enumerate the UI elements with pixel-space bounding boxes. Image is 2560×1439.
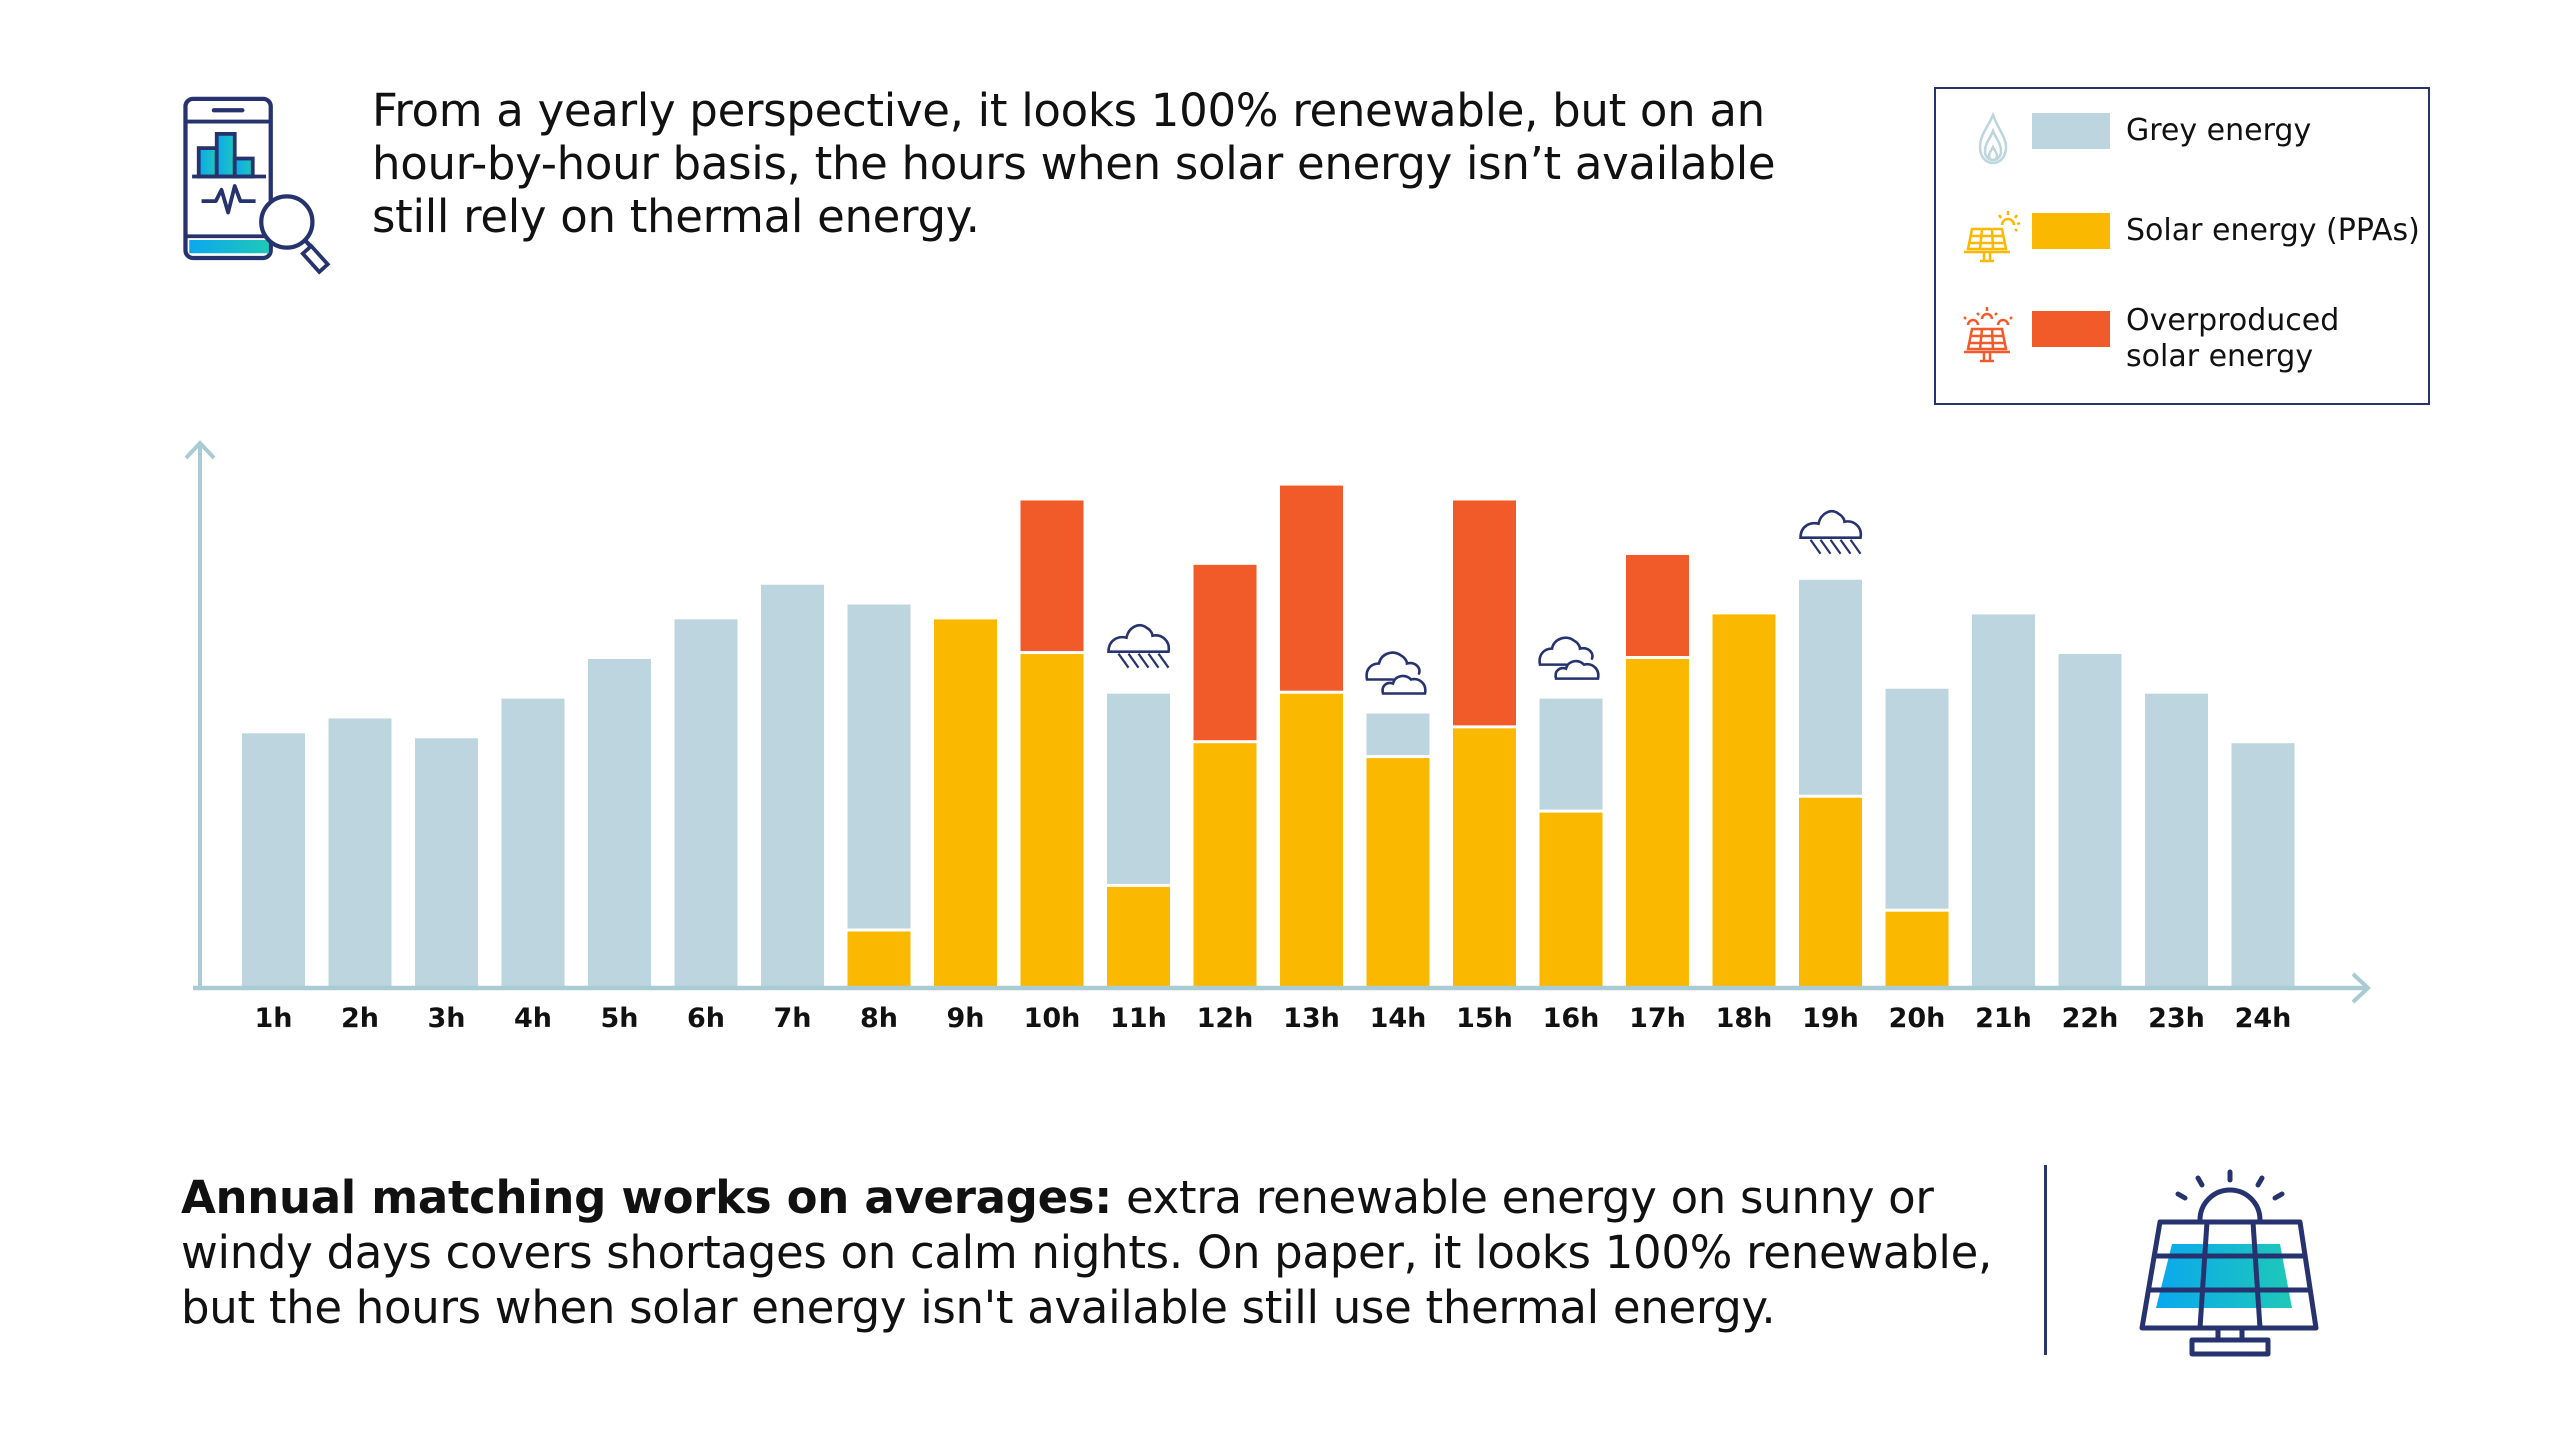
bar-solar-16h bbox=[1539, 812, 1603, 986]
x-tick-label: 14h bbox=[1370, 1003, 1427, 1034]
legend-swatch-overproduced bbox=[2032, 311, 2110, 347]
solar-panel-icon bbox=[2139, 1169, 2319, 1357]
stacked-bar-chart: 1h 2h 3h 4h 5h 6h 7h 8h 9h 10h 11h 12h 13h 14h 15h 16h 1… bbox=[184, 440, 2371, 1034]
rain-cloud-icon bbox=[1107, 624, 1171, 669]
x-tick-labels: 1h 2h 3h 4h 5h 6h 7h 8h 9h 10h 11h 12h 13h 14h 15h 16h 1… bbox=[254, 1003, 2291, 1034]
bar-grey-8h bbox=[847, 604, 911, 929]
x-tick-label: 3h bbox=[427, 1003, 465, 1034]
headline: From a yearly perspective, it looks 100%… bbox=[372, 84, 1776, 243]
bar-solar-11h bbox=[1107, 886, 1170, 986]
bottom-bold-lead: Annual matching works on averages: bbox=[181, 1171, 1112, 1224]
x-tick-label: 8h bbox=[860, 1003, 898, 1034]
x-tick-label: 12h bbox=[1197, 1003, 1254, 1034]
x-tick-label: 4h bbox=[514, 1003, 552, 1034]
bar-solar-20h bbox=[1885, 911, 1949, 986]
x-tick-label: 24h bbox=[2235, 1003, 2292, 1034]
bars-layer bbox=[242, 485, 2295, 986]
bar-grey-24h bbox=[2231, 743, 2295, 986]
bar-over-12h bbox=[1193, 564, 1257, 741]
bar-grey-20h bbox=[1885, 688, 1949, 909]
x-tick-label: 18h bbox=[1716, 1003, 1773, 1034]
bar-grey-23h bbox=[2145, 693, 2208, 986]
y-axis-arrow bbox=[184, 440, 216, 460]
weather-icons-layer bbox=[1107, 510, 1863, 695]
legend-label-solar: Solar energy (PPAs) bbox=[2126, 213, 2420, 248]
bar-grey-1h bbox=[242, 733, 305, 986]
x-tick-label: 21h bbox=[1975, 1003, 2032, 1034]
bar-solar-17h bbox=[1626, 659, 1689, 986]
bar-solar-9h bbox=[934, 619, 997, 986]
bar-grey-22h bbox=[2058, 654, 2122, 986]
x-tick-label: 6h bbox=[687, 1003, 725, 1034]
bar-grey-2h bbox=[328, 718, 392, 986]
x-tick-label: 19h bbox=[1802, 1003, 1859, 1034]
bar-solar-14h bbox=[1366, 758, 1430, 986]
x-tick-label: 16h bbox=[1543, 1003, 1600, 1034]
clouds-icon bbox=[1538, 636, 1600, 680]
phone-analytics-icon bbox=[183, 96, 331, 275]
x-tick-label: 10h bbox=[1024, 1003, 1081, 1034]
bar-grey-5h bbox=[588, 659, 651, 986]
bar-grey-16h bbox=[1539, 698, 1603, 810]
bar-over-13h bbox=[1280, 485, 1343, 691]
x-tick-label: 1h bbox=[254, 1003, 292, 1034]
rain-cloud-icon bbox=[1799, 510, 1863, 555]
clouds-icon bbox=[1365, 651, 1427, 695]
bar-grey-3h bbox=[415, 738, 478, 986]
bar-grey-11h bbox=[1107, 693, 1170, 884]
bar-grey-4h bbox=[501, 698, 565, 986]
legend-label-overproduced: Overproduced solar energy bbox=[2126, 303, 2339, 375]
bar-over-15h bbox=[1453, 500, 1516, 726]
x-tick-label: 15h bbox=[1456, 1003, 1513, 1034]
x-axis-arrow bbox=[2351, 972, 2371, 1004]
legend-label-grey: Grey energy bbox=[2126, 113, 2312, 148]
legend-swatch-grey bbox=[2032, 113, 2110, 149]
bar-solar-13h bbox=[1280, 693, 1343, 986]
x-tick-label: 9h bbox=[946, 1003, 984, 1034]
legend-swatch-solar bbox=[2032, 213, 2110, 249]
x-tick-label: 7h bbox=[773, 1003, 811, 1034]
bar-solar-8h bbox=[847, 931, 911, 986]
axes bbox=[184, 440, 2371, 1004]
bar-solar-10h bbox=[1020, 654, 1084, 986]
chart-legend: Grey energy Solar energy (PPAs) bbox=[1934, 87, 2430, 405]
x-tick-label: 13h bbox=[1283, 1003, 1340, 1034]
legend-label-overproduced-line2: solar energy bbox=[2126, 339, 2314, 374]
bar-grey-21h bbox=[1972, 614, 2035, 986]
x-tick-label: 23h bbox=[2148, 1003, 2205, 1034]
flame-icon bbox=[1978, 111, 2008, 165]
x-tick-label: 20h bbox=[1889, 1003, 1946, 1034]
bar-solar-19h bbox=[1799, 797, 1862, 986]
bottom-explanation: Annual matching works on averages: extra… bbox=[181, 1170, 2041, 1335]
x-tick-label: 11h bbox=[1110, 1003, 1167, 1034]
bar-grey-7h bbox=[761, 584, 824, 986]
bar-grey-6h bbox=[674, 619, 738, 986]
x-tick-label: 22h bbox=[2062, 1003, 2119, 1034]
bar-solar-12h bbox=[1193, 743, 1257, 986]
bar-solar-15h bbox=[1453, 728, 1516, 986]
vertical-divider bbox=[2044, 1165, 2047, 1355]
x-tick-label: 5h bbox=[600, 1003, 638, 1034]
solar-panel-multi-sun-icon bbox=[1963, 307, 2013, 363]
bottom-body: extra renewable energy on sunny or windy… bbox=[181, 1171, 1992, 1334]
bar-grey-14h bbox=[1366, 713, 1430, 756]
bar-over-10h bbox=[1020, 500, 1084, 652]
bar-over-17h bbox=[1626, 554, 1689, 656]
solar-panel-sun-icon bbox=[1964, 211, 2021, 263]
x-tick-label: 2h bbox=[341, 1003, 379, 1034]
legend-label-overproduced-line1: Overproduced bbox=[2126, 303, 2340, 338]
bar-solar-18h bbox=[1712, 614, 1776, 986]
x-tick-label: 17h bbox=[1629, 1003, 1686, 1034]
bar-grey-19h bbox=[1799, 579, 1862, 795]
